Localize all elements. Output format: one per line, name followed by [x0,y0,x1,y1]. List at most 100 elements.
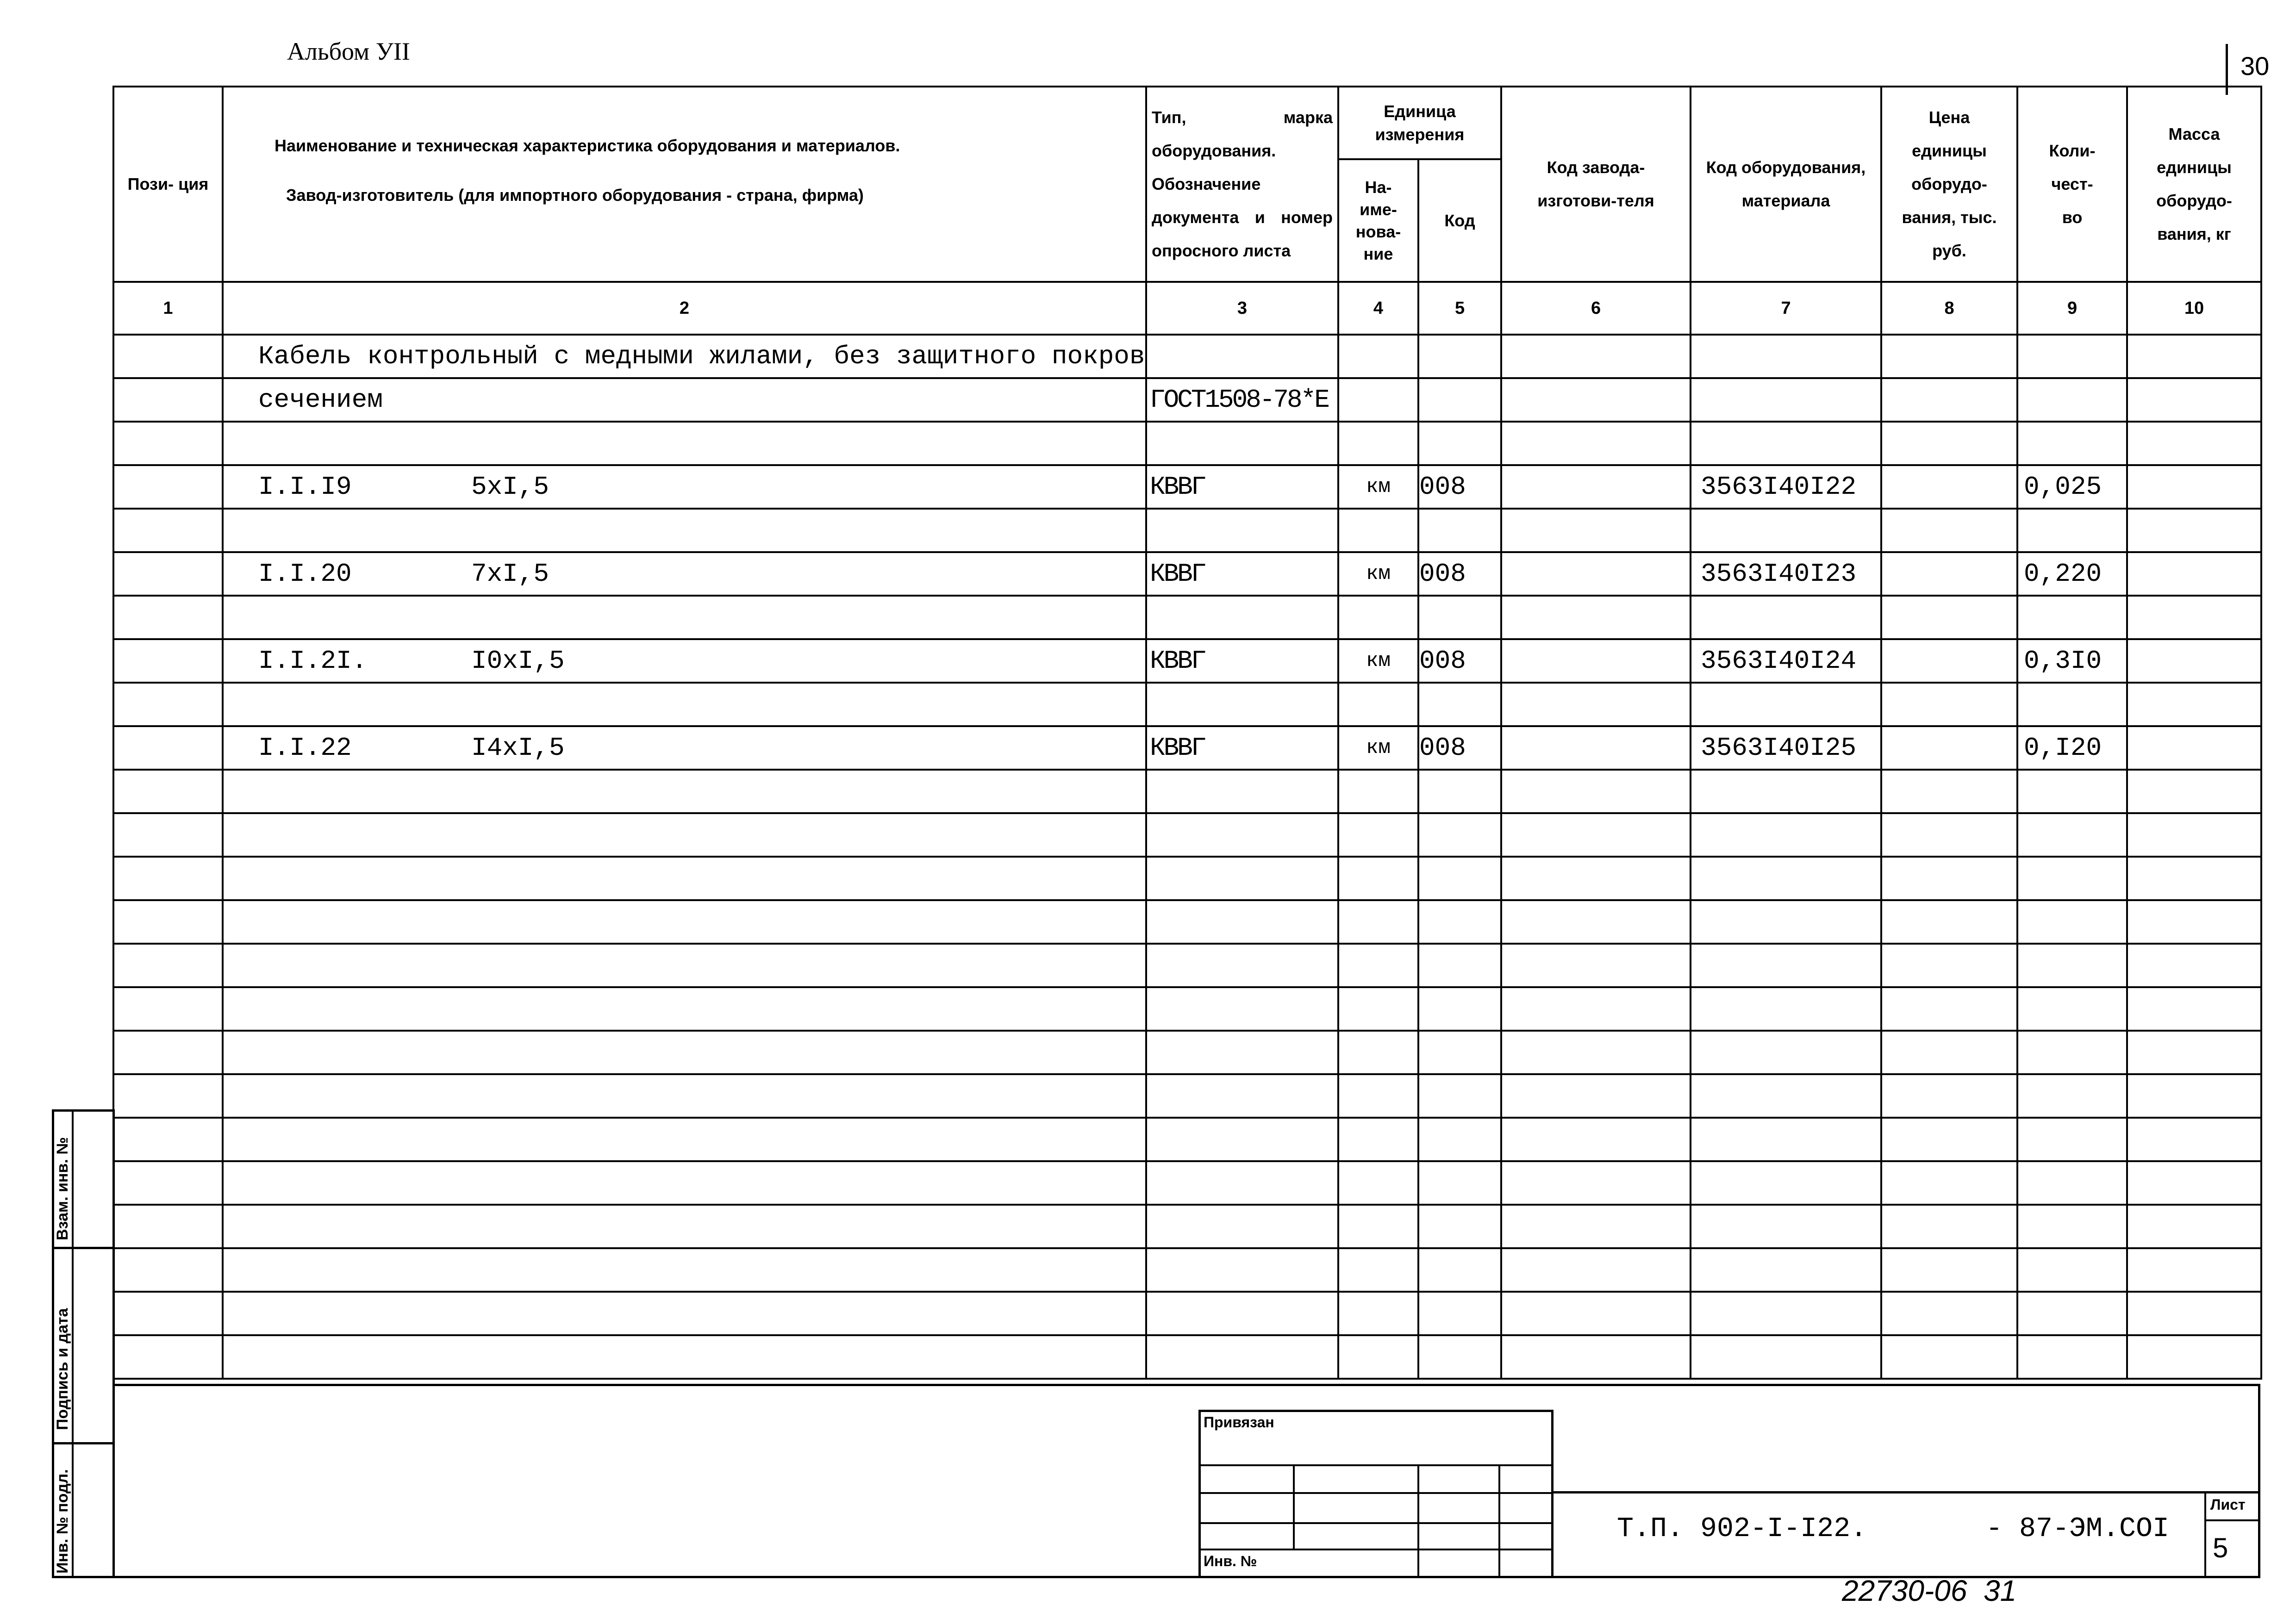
cell-mass [2126,421,2263,466]
cell-name [222,943,1147,988]
cell-name [222,1204,1147,1249]
column-numbers-row: 1 2 3 4 5 6 7 8 9 10 [112,281,2263,336]
cell-unit-name [1337,812,1419,858]
item-position: I.I.22 [258,733,352,763]
cell-factory-code [1500,1117,1692,1162]
cell-type [1145,812,1339,858]
cell-equipment-code [1690,508,1883,553]
item-section: I0xI,5 [471,646,565,676]
cell-position [112,1030,224,1075]
handwritten-archive-number: 22730-06 31 [1842,1574,2017,1607]
table-row [112,682,2263,727]
cell-quantity: 0,3I0 [2016,638,2128,684]
header-factory-code: Код завода-изготови-теля [1500,86,1692,283]
header-price: Цена единицы оборудо-вания, тыс. руб. [1880,86,2019,283]
side-stamp-divider [52,1247,115,1249]
column-number: 1 [112,281,224,336]
table-row [112,899,2263,945]
cell-name: I.I.20 7xI,5 [222,551,1147,597]
cell-position [112,1247,224,1293]
cell-type [1145,508,1339,553]
cell-unit-name [1337,1030,1419,1075]
cell-factory-code [1500,551,1692,597]
cell-name [222,508,1147,553]
bound-line [1198,1492,1554,1494]
cell-position [112,334,224,379]
cell-factory-code [1500,682,1692,727]
cell-mass [2126,638,2263,684]
header-name: Наименование и техническая характеристик… [222,86,1147,283]
cell-quantity [2016,1030,2128,1075]
cell-unit-code [1417,812,1503,858]
column-number: 2 [222,281,1147,336]
cell-price [1880,638,2019,684]
title-block-frame [112,1384,2260,1578]
cell-price [1880,508,2019,553]
cell-equipment-code [1690,1160,1883,1206]
cell-unit-name [1337,1117,1419,1162]
cell-equipment-code [1690,1334,1883,1380]
cell-mass [2126,377,2263,423]
cell-type [1145,1291,1339,1336]
table-row [112,986,2263,1032]
cell-price [1880,986,2019,1032]
cell-mass [2126,1160,2263,1206]
cell-factory-code [1500,1291,1692,1336]
table-row [112,1117,2263,1162]
cell-unit-code [1417,1291,1503,1336]
cell-mass [2126,725,2263,771]
cell-name: I.I.22 I4xI,5 [222,725,1147,771]
cell-equipment-code: 3563I40I25 [1690,725,1883,771]
side-stamp-divider [52,1442,115,1444]
cell-unit-name: км [1337,464,1419,510]
side-stamp [52,1109,115,1578]
table-row [112,1160,2263,1206]
cell-type [1145,682,1339,727]
cell-type [1145,856,1339,901]
cell-name [222,1073,1147,1119]
cell-unit-code: 008 [1417,464,1503,510]
table-row [112,1073,2263,1119]
cell-type [1145,1247,1339,1293]
cell-price [1880,1030,2019,1075]
cell-mass [2126,986,2263,1032]
cell-equipment-code [1690,1117,1883,1162]
header-unit-name: На-име-нова-ние [1337,158,1419,283]
cell-mass [2126,899,2263,945]
cell-name [222,899,1147,945]
cell-unit-name [1337,1073,1419,1119]
cell-equipment-code [1690,1291,1883,1336]
cell-quantity [2016,986,2128,1032]
cell-type: КВВГ [1145,725,1339,771]
cell-factory-code [1500,1030,1692,1075]
inv-orig-label: Инв. № подл. [54,1469,71,1574]
cell-price [1880,943,2019,988]
header-name-line2: Завод-изготовитель (для импортного обору… [286,185,864,205]
side-stamp-divider [72,1109,74,1578]
cell-quantity [2016,1291,2128,1336]
header-type: Тип, марка оборудования. Обозначение док… [1145,86,1339,283]
header-unit-code: Код [1417,158,1503,283]
table-row: I.I.20 7xI,5 КВВГ км 008 3563I40I23 0,220 [112,551,2263,597]
cell-name: сечением [222,377,1147,423]
cell-unit-code [1417,1117,1503,1162]
cell-type [1145,595,1339,640]
cell-position [112,1204,224,1249]
cell-factory-code [1500,1334,1692,1380]
cell-equipment-code [1690,856,1883,901]
table-row [112,943,2263,988]
cell-type [1145,1073,1339,1119]
item-section: 5xI,5 [471,472,549,502]
cell-unit-code [1417,1160,1503,1206]
cell-price [1880,377,2019,423]
cell-price [1880,1247,2019,1293]
cell-position [112,1334,224,1380]
cell-unit-name [1337,508,1419,553]
page-number-divider [2226,44,2228,95]
bound-line [1198,1464,1554,1466]
cell-unit-name: км [1337,725,1419,771]
item-description: сечением [258,385,383,415]
column-number: 6 [1500,281,1692,336]
cell-position [112,464,224,510]
cell-factory-code [1500,1160,1692,1206]
